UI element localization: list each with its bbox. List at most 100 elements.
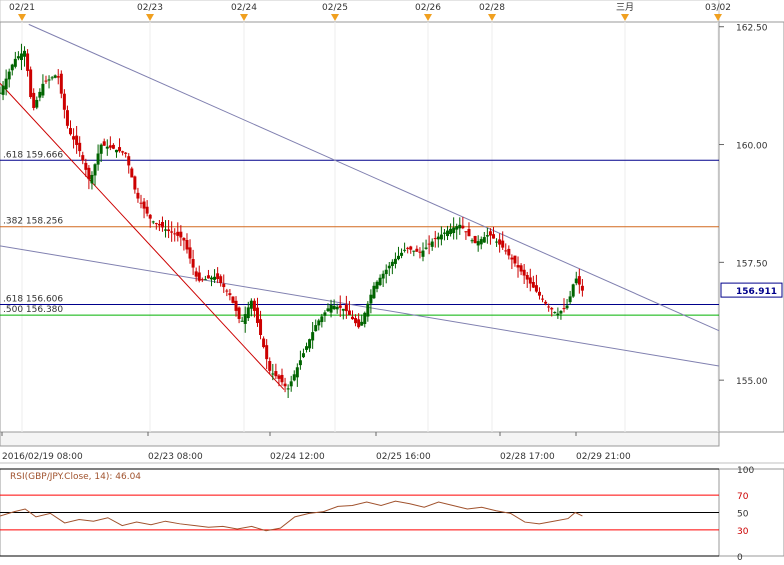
time-tick-label: 02/29 21:00	[576, 452, 631, 462]
candle-body	[501, 240, 505, 248]
price-axis	[718, 21, 784, 433]
candle-body	[556, 313, 560, 316]
candle-body	[522, 269, 526, 276]
candle-body	[127, 156, 131, 166]
candle-body	[495, 241, 499, 243]
candle-body	[179, 231, 183, 238]
candle-body	[197, 272, 201, 281]
upper-trendline	[28, 23, 720, 332]
candle-body	[541, 298, 545, 300]
candle-body	[439, 234, 443, 240]
event-marker-icon[interactable]	[424, 14, 432, 21]
candle-body	[301, 353, 305, 358]
fib-level-label: .618 156.606	[3, 294, 63, 304]
candle-body	[56, 76, 60, 78]
candle-body	[16, 56, 20, 59]
candle-body	[507, 248, 511, 256]
candle-body	[446, 230, 450, 237]
candle-body	[298, 360, 302, 366]
candle-body	[403, 249, 407, 251]
event-marker-label: 02/24	[231, 3, 257, 13]
fib-level-label: .500 156.380	[3, 305, 63, 315]
event-marker-icon[interactable]	[488, 14, 496, 21]
candle-body	[1, 85, 5, 95]
candle-body	[105, 146, 109, 149]
candle-body	[203, 279, 207, 281]
price-tick-label: 162.50	[736, 24, 768, 34]
candle-body	[375, 281, 379, 289]
event-marker-icon[interactable]	[146, 14, 154, 21]
candle-body	[363, 312, 367, 325]
candle-body	[458, 224, 462, 229]
rsi-tick-label: 70	[737, 492, 749, 502]
candle-body	[65, 110, 69, 126]
candle-body	[10, 64, 14, 71]
candle-body	[176, 231, 180, 236]
event-marker-icon[interactable]	[240, 14, 248, 21]
candle-body	[108, 145, 112, 148]
candle-body	[424, 247, 428, 249]
candle-body	[326, 308, 330, 312]
candle-body	[559, 310, 563, 314]
current-price-tag	[720, 282, 783, 298]
candle-body	[249, 300, 253, 309]
fib-level-label: .382 158.256	[3, 217, 63, 227]
event-marker-icon[interactable]	[621, 14, 629, 21]
rsi-tick-label: 50	[737, 510, 749, 520]
candle-body	[44, 80, 48, 82]
candle-body	[268, 361, 272, 371]
candle-body	[470, 240, 474, 242]
candle-body	[102, 141, 106, 146]
candle-body	[87, 167, 91, 180]
event-marker-label: 02/25	[322, 3, 348, 13]
candle-body	[479, 239, 483, 245]
candle-body	[360, 321, 364, 326]
candle-body	[467, 229, 471, 237]
candle-body	[262, 338, 266, 348]
candle-body	[329, 304, 333, 313]
candle-body	[29, 69, 33, 98]
candle-body	[111, 144, 115, 149]
candle-body	[320, 316, 324, 323]
candle-body	[531, 281, 535, 288]
candle-body	[93, 164, 97, 176]
candle-body	[35, 99, 39, 108]
candle-body	[580, 285, 584, 291]
candle-body	[259, 319, 263, 336]
price-tick-label: 160.00	[736, 142, 768, 152]
candle-body	[421, 250, 425, 257]
candle-body	[427, 243, 431, 245]
rsi-line	[0, 500, 583, 532]
current-price-label: 156.911	[736, 287, 777, 297]
candle-body	[289, 381, 293, 387]
candle-body	[406, 247, 410, 249]
rsi-tick-label: 30	[737, 527, 749, 537]
candle-body	[68, 128, 72, 135]
candle-body	[577, 276, 581, 285]
candle-body	[7, 71, 11, 80]
candle-body	[225, 290, 229, 292]
candle-body	[390, 261, 394, 267]
candle-body	[547, 306, 551, 308]
candle-body	[243, 314, 247, 324]
candle-body	[344, 304, 348, 312]
candle-body	[47, 79, 51, 81]
candle-body	[516, 265, 520, 268]
candle-body	[568, 296, 572, 303]
candle-body	[75, 135, 79, 145]
event-marker-icon[interactable]	[331, 14, 339, 21]
candle-body	[354, 318, 358, 324]
candle-body	[464, 231, 468, 233]
event-marker-icon[interactable]	[714, 14, 722, 21]
candle-body	[366, 303, 370, 317]
event-marker-icon[interactable]	[18, 14, 26, 21]
candle-body	[4, 78, 8, 90]
candle-body	[378, 277, 382, 286]
candle-body	[433, 238, 437, 240]
candle-body	[151, 221, 155, 223]
time-tick-label: 2016/02/19 08:00	[2, 452, 83, 462]
rsi-title: RSI(GBP/JPY.Close, 14): 46.04	[10, 472, 141, 482]
pane-divider	[0, 462, 784, 464]
candle-body	[182, 237, 186, 241]
